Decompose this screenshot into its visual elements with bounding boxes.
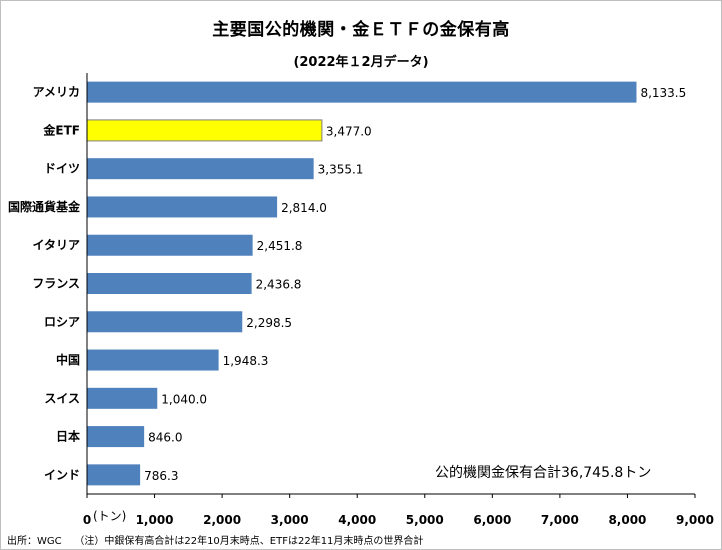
value-label: 2,298.5: [246, 316, 292, 330]
bar-3: [87, 196, 278, 218]
value-label: 1,040.0: [161, 392, 207, 406]
x-tick-label: 8,000: [608, 513, 646, 527]
value-label: 2,814.0: [281, 201, 327, 215]
category-label: 日本: [56, 429, 80, 444]
value-label: 786.3: [144, 469, 178, 483]
value-label: 1,948.3: [223, 354, 269, 368]
x-tick-label: 4,000: [338, 513, 376, 527]
value-label: 2,436.8: [256, 278, 302, 292]
x-tick-label: 7,000: [541, 513, 579, 527]
bar-8: [87, 387, 158, 409]
bar-7: [87, 349, 219, 371]
category-label: 中国: [56, 352, 80, 367]
value-label: 846.0: [148, 431, 182, 445]
chart-title: 主要国公的機関・金ＥＴＦの金保有高: [212, 20, 510, 40]
bar-6: [87, 311, 243, 333]
x-tick-label: 2,000: [203, 513, 241, 527]
chart-subtitle: (2022年１2月データ): [293, 55, 429, 70]
footnote: （注）中銀保有高合計は22年10月末時点、ETFは22年11月末時点の世界合計: [74, 536, 424, 547]
category-label: ドイツ: [44, 162, 80, 176]
total-annotation: 公的機関金保有合計36,745.8トン: [435, 465, 652, 481]
bar-1: [86, 119, 323, 142]
value-label: 3,477.0: [326, 124, 372, 138]
source-note: 出所：WGC: [7, 536, 62, 547]
category-label: スイス: [44, 391, 80, 405]
bar-2: [87, 158, 314, 180]
bar-0: [87, 81, 637, 103]
value-label: 3,355.1: [318, 163, 364, 177]
x-tick-label: 0: [83, 513, 91, 527]
bar-5: [87, 273, 252, 294]
category-label: 金ETF: [42, 122, 80, 137]
category-label: インド: [44, 468, 80, 482]
bar-10: [87, 464, 141, 486]
category-label: フランス: [32, 277, 80, 291]
x-tick-label: 6,000: [473, 513, 511, 527]
x-tick-label: 1,000: [136, 513, 174, 527]
x-tick-label: 3,000: [271, 513, 309, 527]
category-label: ロシア: [44, 315, 80, 329]
x-tick-label: 5,000: [406, 513, 444, 527]
bar-9: [87, 426, 145, 448]
x-axis-unit: (トン): [93, 509, 127, 523]
bar-4: [87, 234, 253, 256]
value-label: 8,133.5: [640, 86, 686, 100]
category-label: イタリア: [32, 238, 80, 252]
category-label: アメリカ: [33, 85, 80, 99]
value-label: 2,451.8: [257, 239, 303, 253]
x-tick-label: 9,000: [676, 513, 714, 527]
footer: 出所：WGC （注）中銀保有高合計は22年10月末時点、ETFは22年11月末時…: [7, 532, 423, 547]
category-label: 国際通貨基金: [8, 199, 81, 214]
